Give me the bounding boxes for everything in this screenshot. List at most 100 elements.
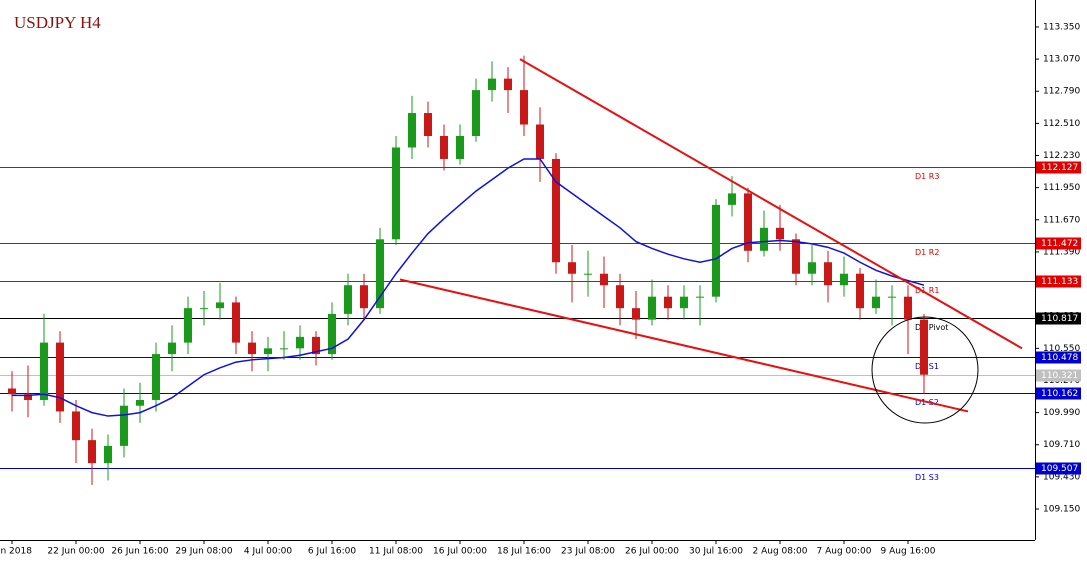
- candle-body: [728, 193, 736, 205]
- y-tick-label: 113.350: [1043, 22, 1080, 32]
- y-tick-label: 109.990: [1043, 408, 1080, 418]
- moving-average: [12, 158, 925, 417]
- candle-body: [312, 336, 320, 355]
- candle-body: [232, 302, 240, 343]
- candle-body: [408, 113, 416, 148]
- x-tick-label: 26 Jun 16:00: [111, 547, 168, 557]
- x-tick-label: 22 Jun 00:00: [47, 547, 104, 557]
- level-name: D1 R2: [915, 248, 939, 257]
- y-tick-label: 113.070: [1043, 55, 1080, 65]
- x-tick-label: 23 Jul 08:00: [561, 547, 615, 557]
- candle-body: [520, 90, 528, 125]
- candle-body: [296, 336, 304, 349]
- y-tick-label: 112.510: [1043, 119, 1080, 129]
- candle-body: [824, 262, 832, 286]
- candle-body: [120, 405, 128, 446]
- candle-body: [88, 440, 96, 464]
- level-price-box: [1036, 462, 1081, 475]
- level-price-box: [1036, 161, 1081, 174]
- level-name: D1 R3: [915, 172, 939, 181]
- candle-body: [40, 342, 48, 400]
- candle-body: [600, 273, 608, 286]
- level-price-box: [1036, 312, 1081, 325]
- x-tick-label: 2 Aug 08:00: [753, 547, 808, 557]
- level-price-box: [1036, 351, 1081, 364]
- candle-body: [472, 90, 480, 137]
- current-price-box: [1036, 369, 1081, 382]
- candle-body: [376, 239, 384, 309]
- y-tick-label: 111.670: [1043, 215, 1080, 225]
- candle-body: [24, 394, 32, 400]
- candle-body: [840, 273, 848, 286]
- candle-body: [904, 296, 912, 320]
- candle-body: [744, 193, 752, 251]
- level-price-label: 110.162: [1041, 389, 1078, 399]
- candle-body: [632, 308, 640, 320]
- candle-body: [680, 296, 688, 309]
- candle-body: [552, 158, 560, 263]
- level-price-label: 110.478: [1041, 353, 1078, 363]
- candle-body: [504, 78, 512, 91]
- candle-body: [248, 342, 256, 355]
- level-price-box: [1036, 237, 1081, 250]
- candle-body: [152, 354, 160, 400]
- candle-body: [712, 204, 720, 297]
- candle-body: [456, 136, 464, 159]
- candle-body: [360, 285, 368, 309]
- level-price-label: 110.817: [1041, 314, 1078, 324]
- plot-area: 113.350 113.070 112.790 112.510 112.230 111.9…: [0, 22, 1080, 557]
- level-price-label: 109.507: [1041, 464, 1078, 474]
- level-name: D1 R1: [915, 286, 939, 295]
- candle-body: [776, 227, 784, 240]
- x-tick-label: 9 Aug 16:00: [881, 547, 936, 557]
- y-tick-label: 112.790: [1043, 87, 1080, 97]
- level-price-label: 111.472: [1041, 239, 1078, 249]
- level-price-label: 112.127: [1041, 163, 1078, 173]
- candle-body: [200, 308, 208, 310]
- candle-body: [72, 411, 80, 441]
- candle-body: [264, 348, 272, 355]
- candle-body: [392, 147, 400, 240]
- candle-body: [568, 262, 576, 274]
- x-tick-label: 30 Jul 16:00: [689, 547, 743, 557]
- x-tick-label: 16 Jul 00:00: [433, 547, 487, 557]
- level-name: D1 Pivot: [915, 323, 948, 332]
- candle-body: [584, 273, 592, 275]
- candle-body: [280, 348, 288, 350]
- candle-body: [872, 296, 880, 309]
- candle-body: [920, 319, 928, 375]
- x-tick-label: 26 Jul 00:00: [625, 547, 679, 557]
- candle-body: [424, 113, 432, 137]
- x-tick-label: 4 Jul 00:00: [244, 547, 293, 557]
- x-tick-label: Jun 2018: [0, 547, 32, 557]
- level-name: D1 S3: [915, 473, 939, 482]
- candle-body: [216, 302, 224, 309]
- candle-body: [648, 296, 656, 320]
- candle-body: [8, 388, 16, 395]
- trend-line: [519, 58, 1023, 350]
- candle-body: [168, 342, 176, 355]
- y-tick-label: 109.430: [1043, 472, 1080, 482]
- chart-title: USDJPY H4: [14, 13, 101, 32]
- candle-body: [184, 308, 192, 343]
- candle-body: [696, 296, 704, 298]
- candle-body: [856, 273, 864, 309]
- candle-body: [328, 313, 336, 355]
- candle-body: [440, 136, 448, 159]
- candle-body: [888, 296, 896, 298]
- candle-body: [664, 296, 672, 309]
- highlight-circle: [871, 316, 979, 424]
- candle-body: [536, 124, 544, 159]
- y-tick-label: 109.710: [1043, 440, 1080, 450]
- candle-body: [616, 285, 624, 309]
- candle-body: [344, 285, 352, 314]
- y-tick-label: 112.230: [1043, 151, 1080, 161]
- level-price-label: 111.133: [1041, 277, 1078, 287]
- y-tick-label: 109.150: [1043, 505, 1080, 515]
- candle-body: [808, 262, 816, 274]
- candle-body: [104, 445, 112, 464]
- trend-line: [399, 278, 969, 413]
- candle-body: [136, 399, 144, 406]
- candle-body: [488, 78, 496, 91]
